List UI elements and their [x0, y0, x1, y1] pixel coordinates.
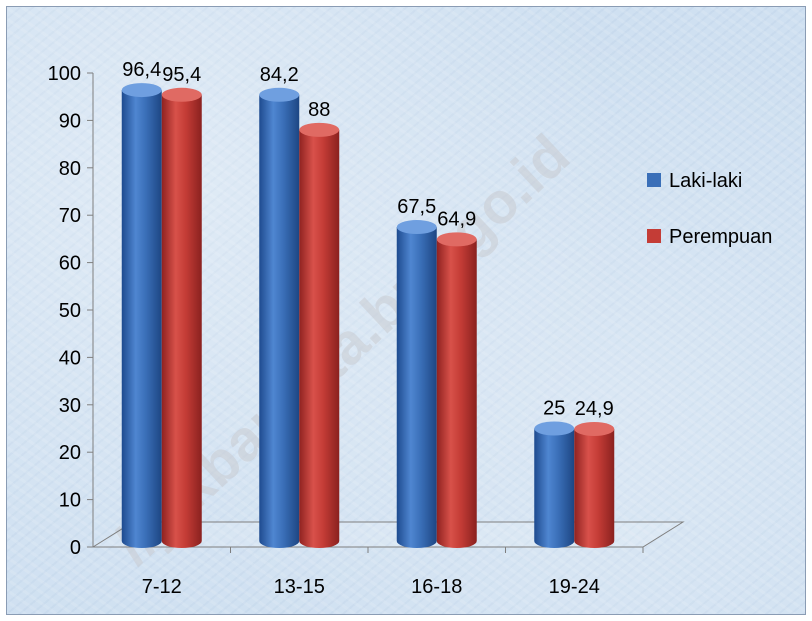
bar-laki-laki-16-18: [396, 220, 437, 549]
bar-chart: //jakbarkota.bps.go.id 01020304050607080…: [48, 59, 773, 598]
bar-body: [436, 239, 477, 549]
y-tick-label: 50: [59, 300, 81, 322]
chart-area: //jakbarkota.bps.go.id 0 10 20 30 40 50 60 70 80…: [6, 6, 806, 615]
bar-laki-laki-19-24: [534, 421, 575, 549]
data-label: 88: [308, 99, 330, 121]
bar-top: [436, 232, 477, 247]
bar-body: [396, 227, 437, 549]
bar-perempuan-16-18: [436, 232, 477, 549]
data-label: 67,5: [397, 196, 436, 218]
y-tick-label: 100: [48, 63, 81, 85]
bar-body: [161, 94, 202, 549]
bar-body: [574, 428, 615, 549]
bar-perempuan-7-12: [161, 87, 202, 549]
bar-body: [299, 129, 340, 549]
y-tick-label: 80: [59, 158, 81, 180]
bar-top: [259, 87, 300, 102]
bar-laki-laki-7-12: [121, 83, 162, 549]
data-label: 64,9: [437, 208, 476, 230]
legend-swatch-laki-laki: [647, 173, 661, 187]
x-tick-label: 19-24: [549, 576, 600, 598]
y-tick-label: 20: [59, 442, 81, 464]
x-tick-label: 16-18: [411, 576, 462, 598]
bar-body: [534, 428, 575, 549]
bar-perempuan-19-24: [574, 421, 615, 549]
legend-label: Laki-laki: [669, 170, 742, 192]
y-tick-label: 0: [70, 537, 81, 559]
data-label: 95,4: [162, 64, 201, 86]
bar-top: [396, 220, 437, 235]
bar-laki-laki-13-15: [259, 87, 300, 549]
x-tick-label: 13-15: [274, 576, 325, 598]
x-tick-label: 7-12: [142, 576, 182, 598]
bar-body: [259, 94, 300, 549]
y-tick-label: 40: [59, 347, 81, 369]
bar-top: [534, 421, 575, 436]
bar-top: [299, 122, 340, 137]
legend-swatch-perempuan: [647, 229, 661, 243]
bar-top: [121, 83, 162, 98]
data-label: 96,4: [122, 59, 161, 81]
y-tick-label: 30: [59, 395, 81, 417]
y-tick-label: 60: [59, 253, 81, 275]
y-tick-label: 90: [59, 110, 81, 132]
data-label: 25: [543, 398, 565, 420]
bar-top: [161, 87, 202, 102]
y-tick-label: 70: [59, 205, 81, 227]
bar-body: [121, 90, 162, 549]
data-label: 24,9: [575, 398, 614, 420]
data-label: 84,2: [260, 64, 299, 86]
y-tick-label: 10: [59, 490, 81, 512]
bar-top: [574, 421, 615, 436]
legend-label: Perempuan: [669, 226, 772, 248]
bar-perempuan-13-15: [299, 122, 340, 549]
